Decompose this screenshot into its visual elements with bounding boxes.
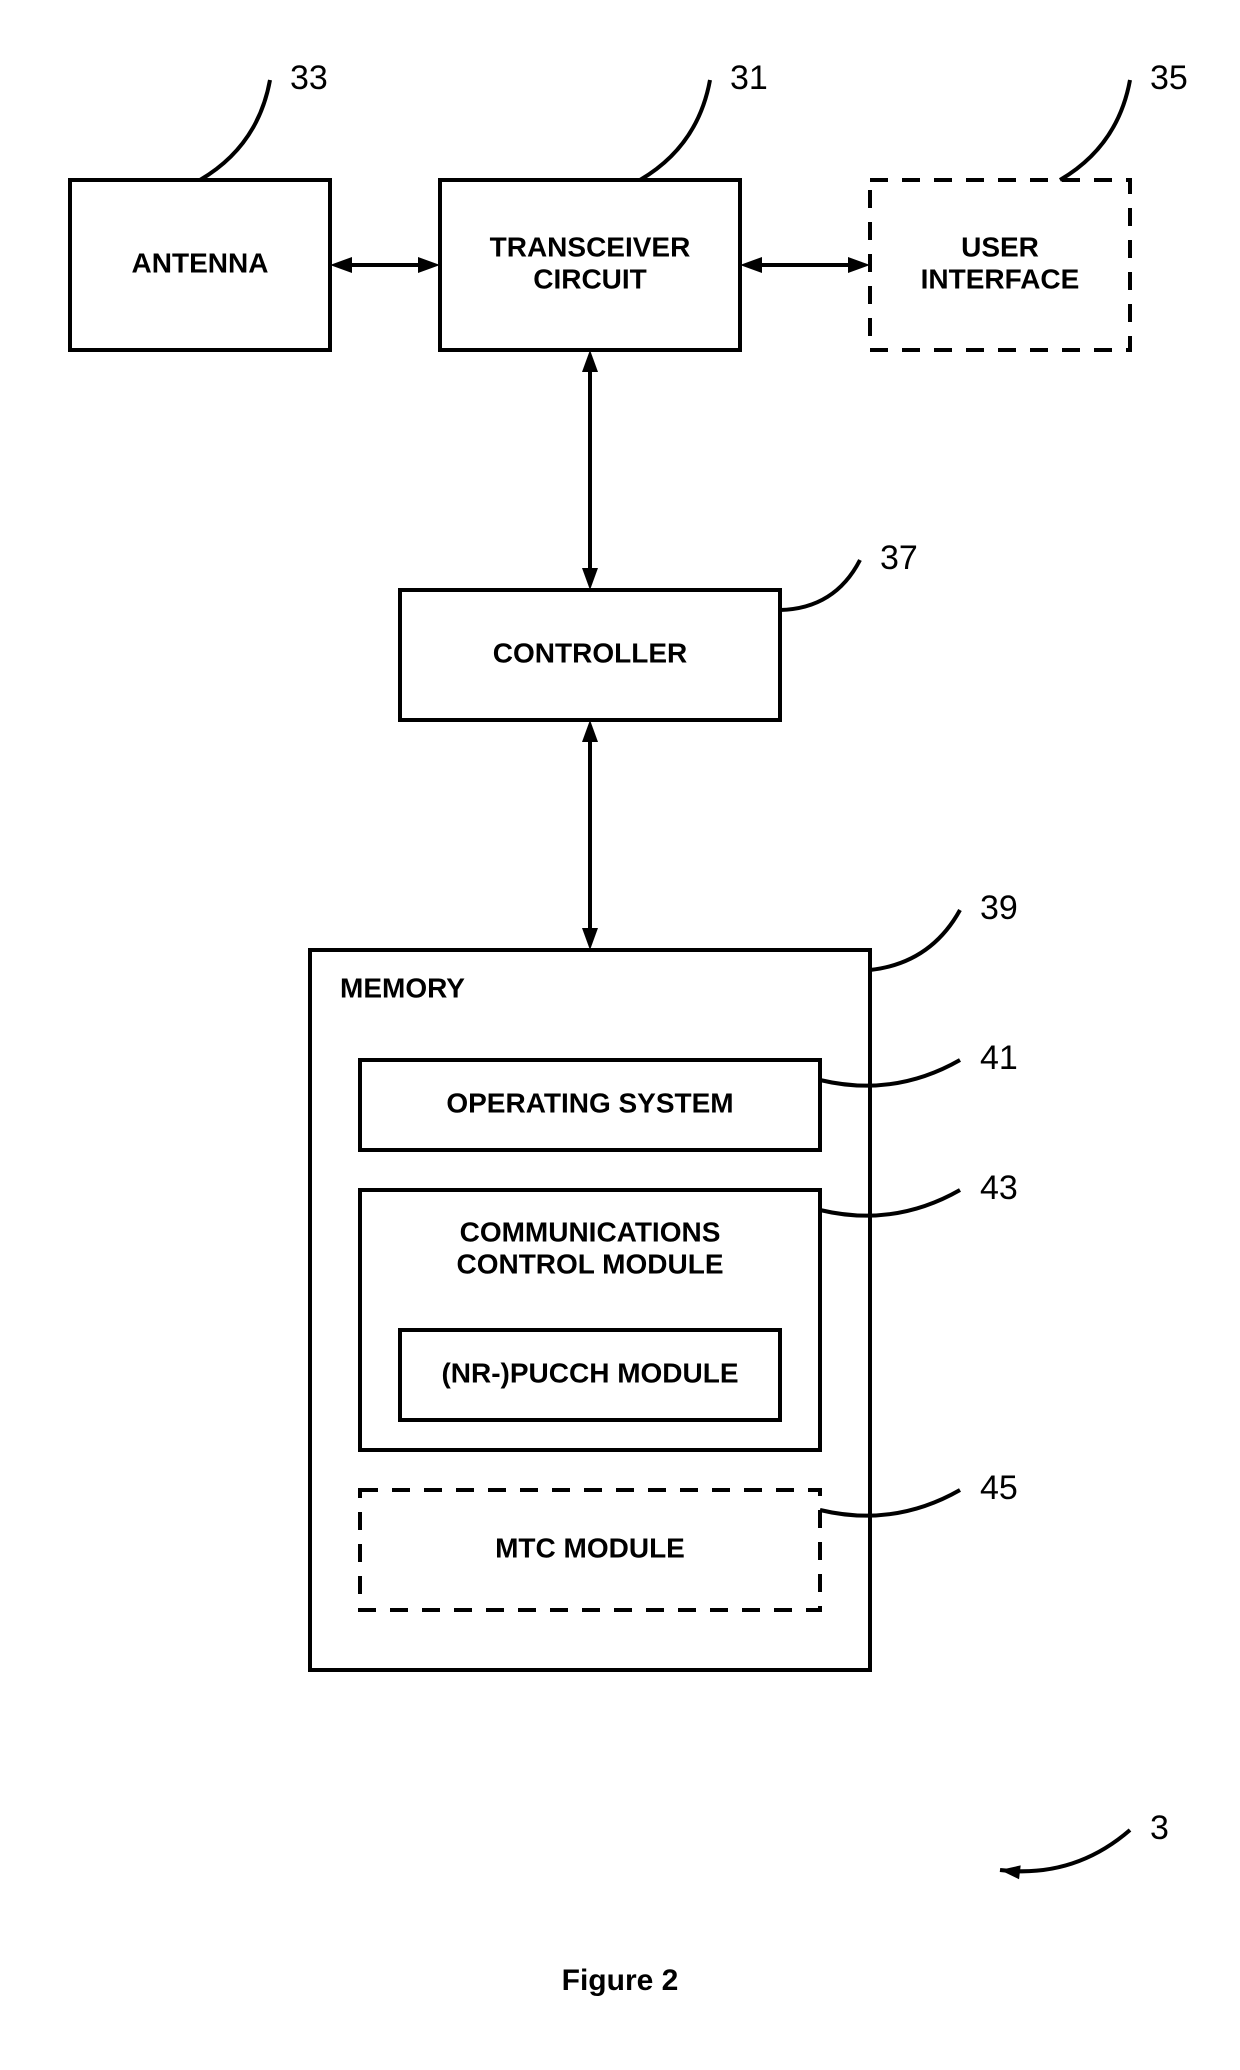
ccm-label: COMMUNICATIONS bbox=[460, 1216, 721, 1247]
memory-ref: 39 bbox=[980, 889, 1018, 927]
memory-label: MEMORY bbox=[340, 972, 465, 1003]
transceiver-ref: 31 bbox=[730, 59, 768, 97]
mtc-ref: 45 bbox=[980, 1469, 1018, 1507]
mtc-label: MTC MODULE bbox=[495, 1532, 685, 1563]
ccm-ref: 43 bbox=[980, 1169, 1018, 1207]
ui-label: USER bbox=[961, 231, 1039, 262]
ui-ref: 35 bbox=[1150, 59, 1188, 97]
controller-label: CONTROLLER bbox=[493, 637, 687, 668]
ccm-label: CONTROL MODULE bbox=[456, 1248, 723, 1279]
antenna-label: ANTENNA bbox=[132, 247, 269, 278]
transceiver-label: TRANSCEIVER bbox=[490, 231, 691, 262]
transceiver-label: CIRCUIT bbox=[533, 263, 647, 294]
figure-caption: Figure 2 bbox=[562, 1964, 679, 1997]
controller-ref: 37 bbox=[880, 539, 918, 577]
os-label: OPERATING SYSTEM bbox=[446, 1087, 733, 1118]
antenna-ref: 33 bbox=[290, 59, 328, 97]
pucch-label: (NR-)PUCCH MODULE bbox=[441, 1357, 738, 1388]
figure-ref: 3 bbox=[1150, 1809, 1169, 1847]
os-ref: 41 bbox=[980, 1039, 1018, 1077]
ui-label: INTERFACE bbox=[921, 263, 1080, 294]
